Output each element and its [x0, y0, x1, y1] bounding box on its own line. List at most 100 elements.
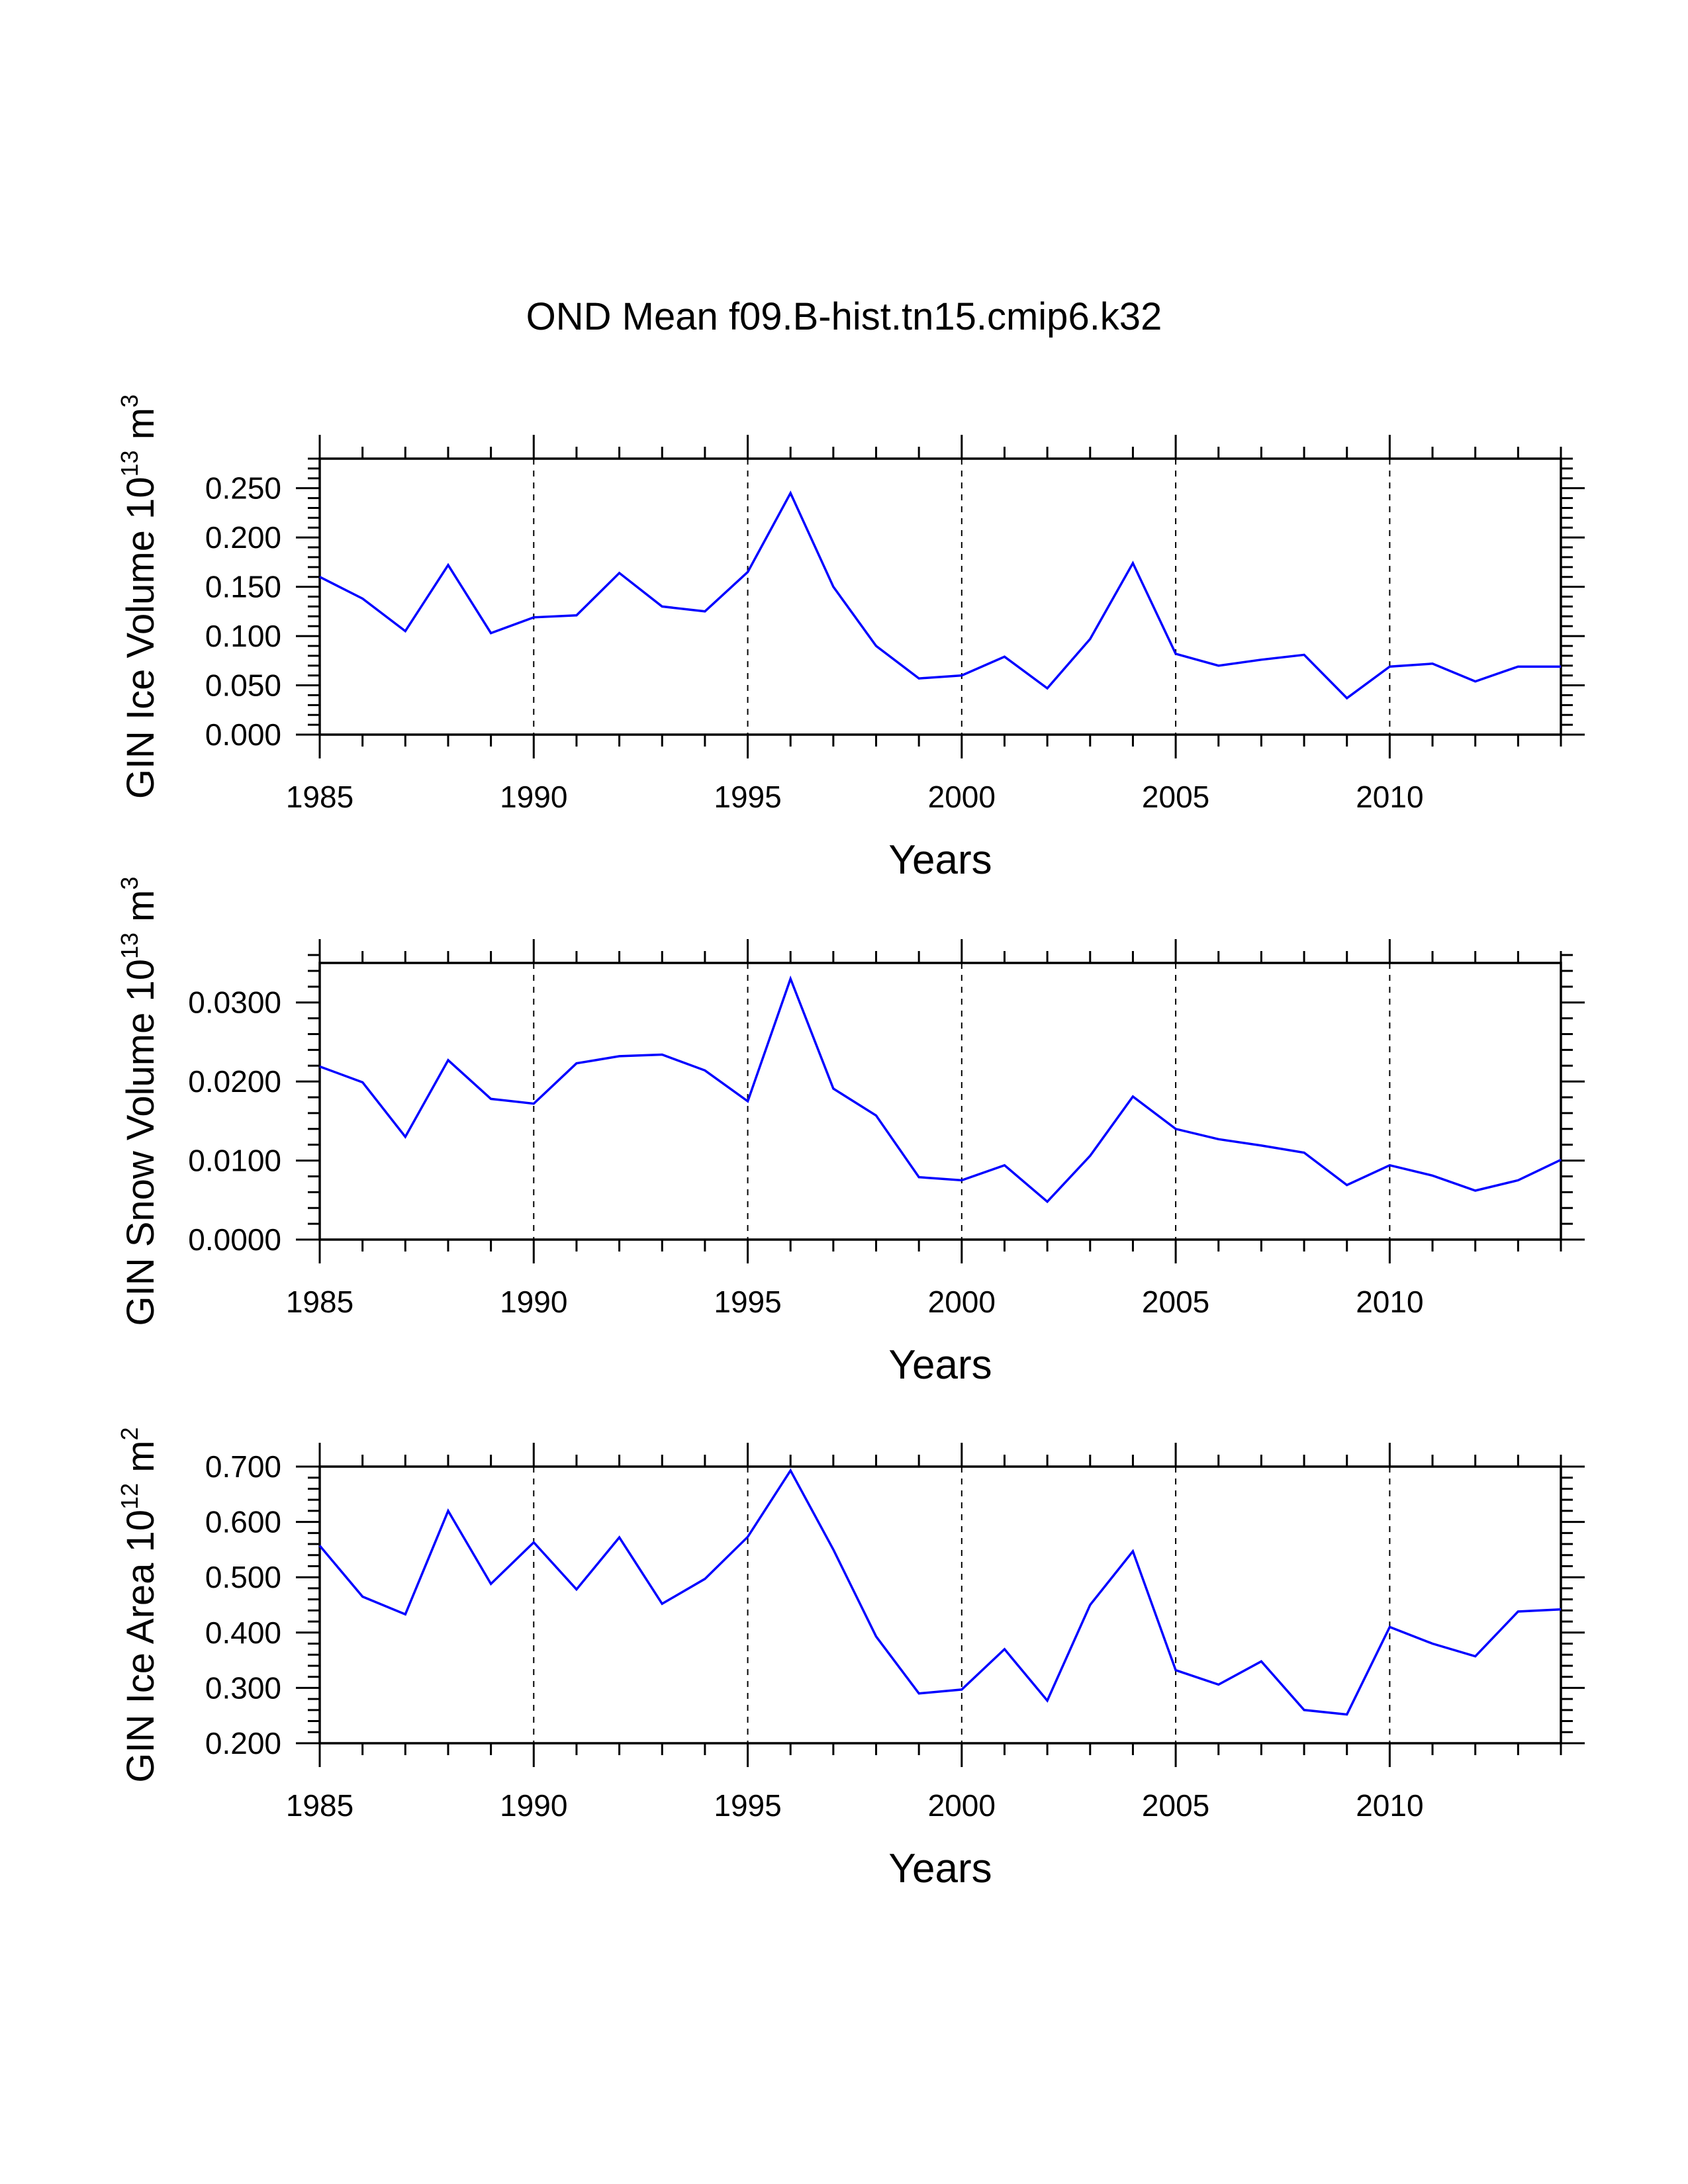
y-tick-label: 0.300	[205, 1670, 281, 1705]
data-point-2001	[1004, 655, 1006, 658]
data-point-2009	[1346, 1713, 1348, 1716]
data-point-1987	[404, 1613, 406, 1615]
y-axis-label-text: GIN Ice Volume 10	[119, 477, 162, 799]
data-point-2007	[1260, 1660, 1262, 1662]
data-point-1988	[447, 1510, 449, 1512]
data-point-2013	[1517, 1179, 1519, 1181]
y-axis-label-unit: m	[119, 408, 162, 439]
y-axis-label: GIN Ice Area 1012 m2	[116, 1427, 162, 1782]
y-tick-label: 0.200	[205, 520, 281, 555]
y-tick-label: 0.600	[205, 1505, 281, 1539]
data-point-1989	[490, 632, 492, 635]
y-axis-label-unit: m	[119, 890, 162, 922]
data-point-2010	[1388, 1625, 1391, 1628]
data-point-1985	[318, 576, 321, 578]
y-axis-label-unit-exponent: 2	[116, 1427, 143, 1440]
x-tick-label: 2010	[1356, 780, 1423, 814]
data-point-2010	[1388, 665, 1391, 668]
data-point-2008	[1303, 653, 1305, 656]
x-tick-label: 2005	[1142, 780, 1209, 814]
data-point-2006	[1217, 1683, 1220, 1686]
data-point-1990	[532, 616, 535, 619]
data-point-2004	[1131, 1095, 1134, 1098]
data-point-1990	[532, 1541, 535, 1544]
x-tick-label: 2000	[928, 1788, 996, 1823]
y-axis-label-space	[119, 439, 162, 450]
data-point-1998	[875, 1635, 878, 1638]
x-tick-label: 1985	[286, 1285, 353, 1319]
data-point-2002	[1046, 1700, 1049, 1702]
data-point-2013	[1517, 1610, 1519, 1613]
data-point-2000	[961, 1688, 963, 1691]
data-point-1989	[490, 1097, 492, 1100]
data-point-1994	[704, 1578, 706, 1580]
data-point-2011	[1431, 662, 1434, 665]
series-line	[319, 490, 1561, 700]
data-point-1986	[361, 598, 364, 600]
x-axis-label: Years	[888, 1846, 992, 1891]
panel-2: 1985 1990 1995 2000 2005 2010 0.0000 0.0100 0.02…	[116, 876, 1585, 1388]
y-tick-label: 0.400	[205, 1615, 281, 1650]
y-tick-label: 0.0200	[188, 1064, 281, 1099]
series-line	[318, 1468, 1562, 1716]
y-tick-label: 0.200	[205, 1726, 281, 1760]
data-point-1987	[404, 1136, 406, 1138]
data-point-1990	[532, 1103, 535, 1105]
data-point-1985	[318, 1545, 321, 1547]
y-axis-label-space	[119, 1473, 162, 1483]
series-line	[319, 975, 1562, 1204]
x-tick-label: 1990	[500, 780, 567, 814]
data-point-2012	[1474, 1655, 1477, 1658]
data-point-2004	[1131, 562, 1134, 565]
y-axis-label: GIN Ice Volume 1013 m3	[116, 394, 162, 799]
x-tick-label: 2000	[928, 780, 996, 814]
panel-3: 1985 1990 1995 2000 2005 2010 0.200 0.300 0.400 0…	[116, 1427, 1585, 1891]
data-point-2014	[1560, 1608, 1562, 1611]
y-axis-label-exponent: 12	[116, 1483, 143, 1510]
data-point-2008	[1303, 1709, 1305, 1711]
data-point-1997	[832, 1087, 835, 1090]
x-tick-label: 2005	[1142, 1788, 1209, 1823]
data-point-1999	[917, 677, 920, 680]
data-point-1998	[875, 1115, 878, 1117]
data-point-1996	[789, 1469, 792, 1472]
plot-frame	[318, 1465, 1562, 1745]
data-point-2002	[1046, 687, 1049, 690]
data-point-2009	[1346, 1184, 1348, 1187]
data-point-1993	[661, 605, 663, 608]
data-point-2000	[961, 674, 963, 677]
data-point-1991	[575, 1588, 578, 1591]
chart-panels: 1985 1990 1995 2000 2005 2010 0.000 0.050 0.100 0…	[116, 394, 1585, 1891]
data-point-1985	[318, 1066, 321, 1068]
data-point-2011	[1431, 1643, 1434, 1645]
x-tick-label: 1995	[714, 780, 781, 814]
data-point-1986	[361, 1596, 364, 1598]
data-point-2005	[1174, 1669, 1177, 1672]
data-point-1999	[917, 1176, 920, 1179]
data-point-2001	[1004, 1648, 1006, 1651]
data-point-2007	[1260, 659, 1262, 661]
y-tick-label: 0.0300	[188, 985, 281, 1020]
data-point-2001	[1004, 1164, 1006, 1167]
y-tick-label: 0.000	[205, 717, 281, 752]
data-point-1987	[404, 630, 406, 633]
y-axis-label-unit-exponent: 3	[116, 876, 143, 889]
plot-frame	[318, 962, 1562, 1241]
y-axis-label-unit-exponent: 3	[116, 394, 143, 408]
data-point-1995	[747, 1100, 749, 1103]
data-point-2005	[1174, 653, 1177, 655]
x-tick-label: 1995	[714, 1788, 781, 1823]
data-point-2003	[1089, 638, 1092, 641]
y-tick-label: 0.0100	[188, 1144, 281, 1178]
x-tick-label: 2005	[1142, 1285, 1209, 1319]
y-tick-label: 0.250	[205, 471, 281, 506]
data-point-1996	[789, 978, 792, 980]
chart-title: OND Mean f09.B-hist.tn15.cmip6.k32	[526, 295, 1162, 338]
data-point-1992	[618, 1536, 621, 1539]
y-axis-label-text: GIN Snow Volume 10	[119, 959, 162, 1326]
data-point-2003	[1089, 1154, 1092, 1157]
data-point-1994	[704, 1069, 706, 1071]
data-point-1994	[704, 610, 706, 613]
data-point-2002	[1046, 1201, 1049, 1203]
